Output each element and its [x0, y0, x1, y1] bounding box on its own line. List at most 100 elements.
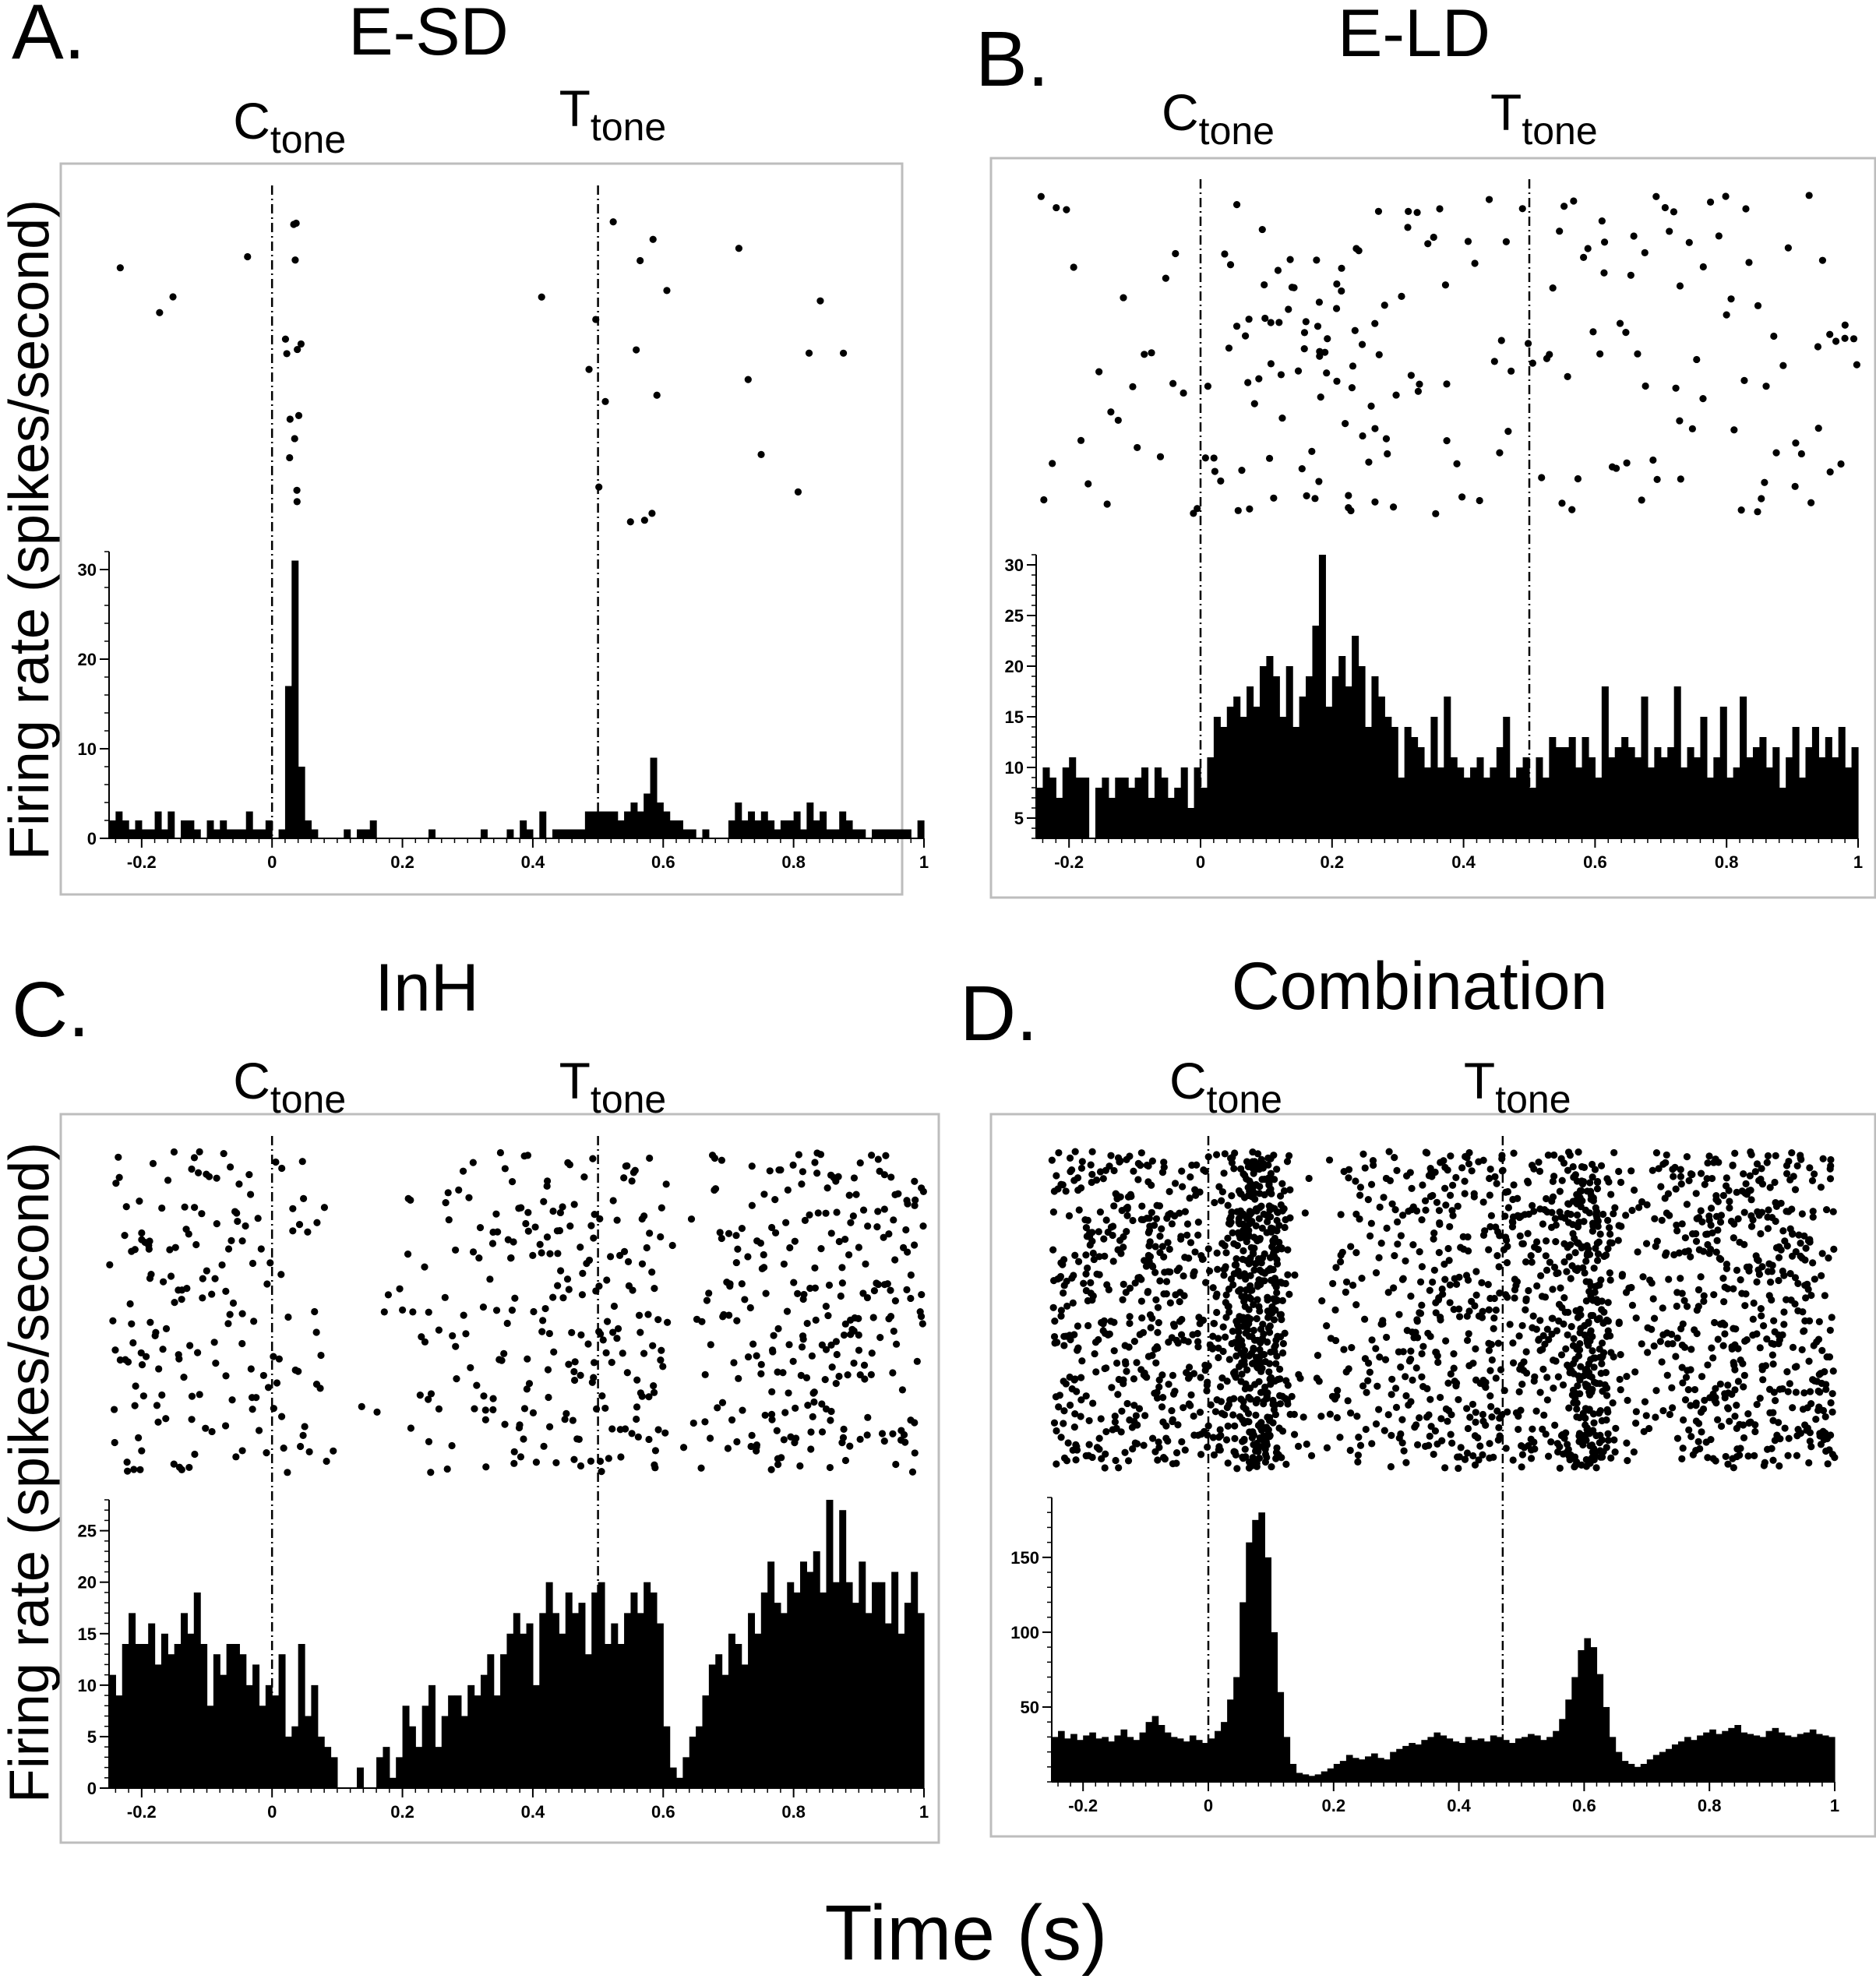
spike-dot [304, 1228, 312, 1236]
spike-dot [1366, 1368, 1374, 1376]
spike-dot [1557, 1213, 1565, 1221]
spike-dot [1677, 1173, 1685, 1180]
histogram-bar [1440, 1735, 1448, 1782]
spike-dot [1418, 1263, 1426, 1271]
spike-dot [1364, 1196, 1372, 1204]
spike-dot [1382, 435, 1391, 443]
spike-dot [1264, 1161, 1272, 1169]
spike-dot [1273, 1444, 1281, 1452]
spike-dot [835, 1372, 843, 1381]
spike-dot [1768, 1445, 1776, 1452]
spike-dot [1402, 1373, 1409, 1381]
spike-dot [1444, 1417, 1451, 1425]
spike-dot [1435, 1207, 1444, 1215]
spike-dot [1363, 1388, 1370, 1396]
histogram-bar [839, 1510, 847, 1788]
spike-dot [1119, 1296, 1127, 1303]
histogram-bar [1141, 767, 1149, 838]
spike-dot [1624, 1457, 1631, 1465]
spike-dot [1217, 1431, 1225, 1440]
spike-dot [1103, 500, 1111, 508]
spike-dot [1582, 1297, 1590, 1305]
spike-dot [1485, 196, 1493, 203]
spike-dot [1528, 1201, 1536, 1209]
spike-dot [1224, 1201, 1232, 1209]
spike-dot [851, 1314, 859, 1322]
spike-dot [1140, 1441, 1148, 1449]
spike-dot [170, 1460, 178, 1468]
spike-dot [1539, 1220, 1546, 1228]
spike-dot [1716, 1218, 1725, 1226]
spike-dot [1050, 1419, 1059, 1427]
spike-dot [1717, 1422, 1726, 1430]
spike-dot [891, 1297, 899, 1305]
spike-dot [1733, 1445, 1741, 1453]
spike-dot [1567, 1323, 1575, 1331]
spike-dot [791, 1439, 799, 1447]
spike-dot [1134, 1421, 1141, 1429]
spike-dot [482, 1463, 490, 1471]
spike-dot [305, 1448, 313, 1456]
spike-dot [606, 1253, 615, 1261]
spike-dot [1088, 1170, 1096, 1179]
spike-dot [1227, 1275, 1236, 1283]
spike-dot [1384, 1411, 1392, 1419]
spike-dot [1347, 1409, 1355, 1417]
spike-dot [557, 1267, 565, 1275]
spike-dot [517, 1453, 525, 1461]
histogram-bar [735, 803, 742, 838]
histogram-bar [1247, 686, 1254, 838]
spike-dot [1359, 1382, 1367, 1390]
spike-dot [549, 1293, 557, 1301]
histogram-bar [676, 820, 683, 838]
spike-dot [1229, 1328, 1236, 1335]
spike-dot [1286, 1214, 1294, 1222]
histogram-bar [1240, 717, 1247, 838]
spike-dot [1324, 335, 1331, 343]
spike-dot [1814, 424, 1822, 432]
spike-dot [1276, 1400, 1285, 1408]
histogram-bar [1595, 778, 1603, 838]
histogram-bar [578, 1603, 586, 1788]
spike-dot [1461, 1190, 1469, 1198]
spike-dot [1502, 238, 1510, 245]
spike-dot [855, 1243, 862, 1251]
histogram-bar [1784, 1735, 1792, 1782]
spike-raster [1048, 1148, 1839, 1473]
spike-dot [1759, 1376, 1767, 1384]
spike-dot [911, 1201, 919, 1209]
histogram-bar [272, 1695, 280, 1788]
spike-dot [623, 1369, 631, 1377]
spike-dot [1610, 1436, 1618, 1444]
spike-dot [1603, 1416, 1610, 1424]
spike-dot [142, 1353, 150, 1360]
spike-dot [1699, 395, 1707, 403]
histogram-bar [526, 1623, 534, 1788]
spike-dot [1515, 1425, 1522, 1434]
spike-dot [1354, 1452, 1362, 1459]
spike-dot [845, 1251, 853, 1259]
panel-title: Combination [1232, 949, 1608, 1024]
histogram-bar [1283, 1737, 1291, 1782]
spike-dot [198, 1210, 206, 1218]
spike-dot [1223, 1403, 1231, 1412]
spike-dot [1109, 1222, 1117, 1230]
spike-dot [1726, 1417, 1733, 1425]
spike-dot [121, 1232, 129, 1240]
histogram-bar [598, 1582, 605, 1788]
psth-histogram [109, 1500, 925, 1788]
spike-dot [1501, 1212, 1509, 1220]
spike-dot [1443, 380, 1451, 388]
spike-dot [826, 1463, 834, 1472]
spike-dot [1092, 1368, 1100, 1376]
spike-dot [1225, 1356, 1233, 1363]
spike-dot [1604, 1430, 1612, 1437]
spike-dot [559, 1294, 567, 1302]
histogram-bar [872, 829, 880, 838]
spike-dot [1392, 391, 1400, 399]
spike-dot [1742, 1180, 1750, 1187]
spike-dot [1464, 1424, 1472, 1433]
spike-dot [1756, 1344, 1764, 1352]
histogram-bar [1627, 747, 1635, 838]
spike-dot [488, 1240, 497, 1247]
